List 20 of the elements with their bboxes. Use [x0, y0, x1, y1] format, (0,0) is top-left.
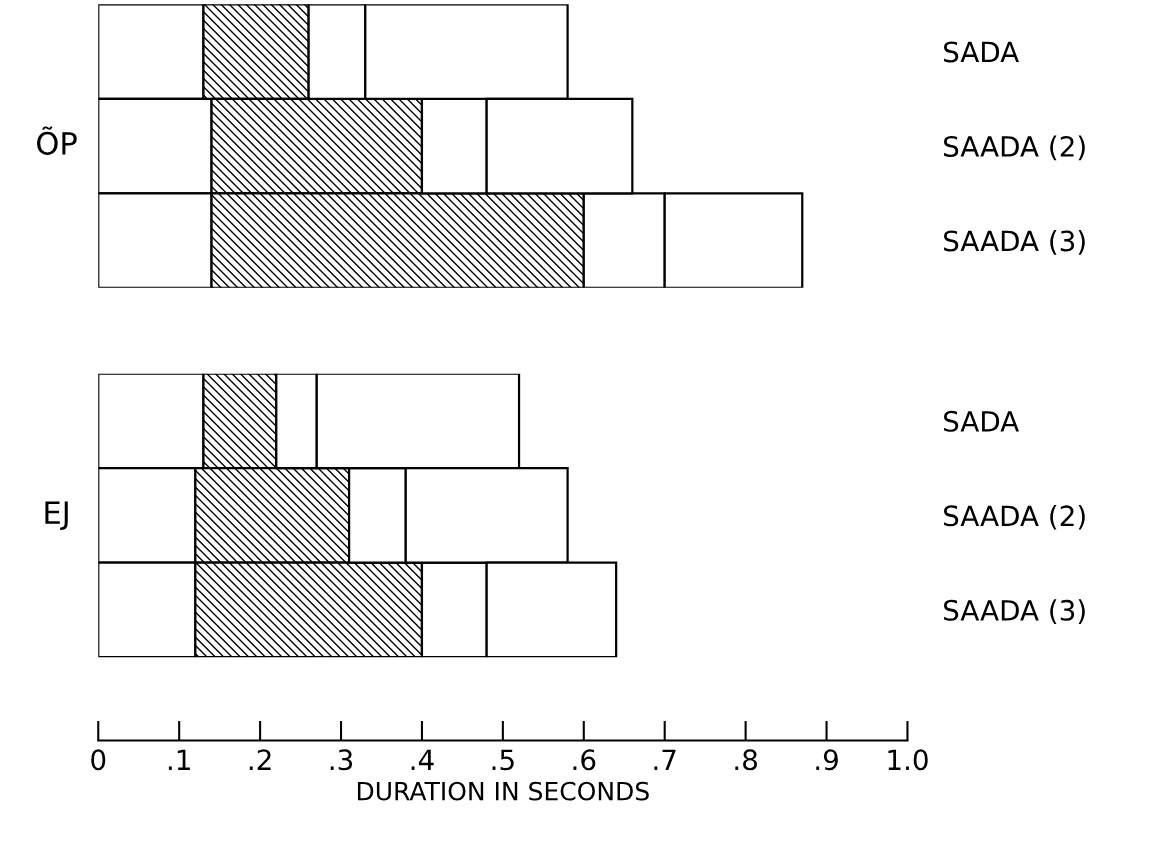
- y-axis-title: ÕP: [37, 126, 77, 155]
- x-tick-label: .8: [735, 749, 757, 771]
- x-tick-label: 0: [91, 749, 106, 771]
- y-axis-title: EJ: [45, 501, 68, 530]
- x-tick-label: .7: [654, 749, 676, 770]
- y-tick-label: SAADA (2): [944, 504, 1085, 530]
- x-tick-label: .6: [573, 749, 596, 771]
- x-tick-label: .4: [411, 749, 434, 770]
- x-tick-label: 1.0: [888, 749, 928, 771]
- x-tick-label: .9: [816, 749, 838, 771]
- y-tick-label: SAADA (3): [944, 599, 1085, 625]
- x-tick-label: .5: [492, 749, 514, 771]
- y-tick-label: SAADA (2): [944, 135, 1085, 161]
- x-axis-title: DURATION IN SECONDS: [357, 781, 649, 801]
- x-tick-label: .2: [249, 749, 271, 770]
- y-tick-label: SAADA (3): [944, 230, 1085, 255]
- x-tick-label: .1: [168, 749, 190, 770]
- x-tick-label: .3: [330, 749, 353, 771]
- y-tick-label: SADA: [944, 41, 1020, 63]
- y-tick-label: SADA: [944, 410, 1020, 432]
